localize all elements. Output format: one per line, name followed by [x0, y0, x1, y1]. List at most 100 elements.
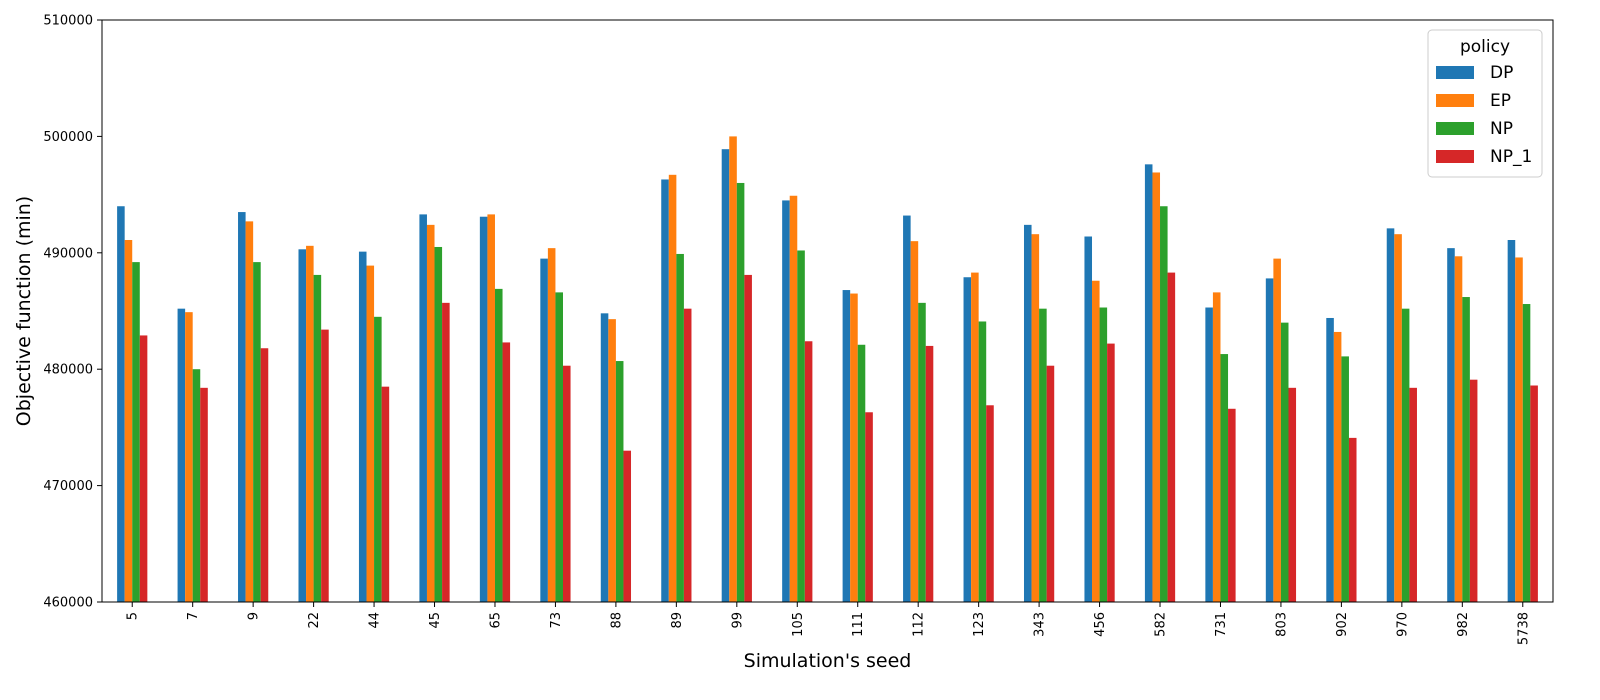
bar-np-112: [918, 302, 926, 602]
x-tick-label-5738: 5738: [1516, 612, 1531, 645]
bar-np-343: [1039, 308, 1047, 602]
bar-np-89: [676, 253, 684, 602]
plot-frame: [101, 19, 1554, 603]
x-tick-label-22: 22: [307, 612, 322, 629]
y-tick-label: 510000: [43, 14, 93, 29]
y-tick-label: 470000: [43, 479, 93, 494]
bar-np_1-5: [139, 335, 148, 602]
x-tick-label-582: 582: [1154, 612, 1169, 637]
bar-np-803: [1280, 322, 1289, 602]
bar-dp-22: [298, 249, 307, 602]
bar-np-73: [555, 292, 563, 602]
bar-ep-89: [668, 174, 677, 602]
bar-np_1-7: [200, 387, 208, 602]
bar-dp-73: [540, 258, 548, 602]
bar-ep-9: [245, 221, 254, 602]
bar-np_1-89: [683, 308, 692, 602]
x-tick-label-45: 45: [428, 612, 443, 629]
x-tick-label-123: 123: [972, 612, 987, 637]
x-tick-label-970: 970: [1395, 612, 1410, 637]
bar-dp-105: [782, 200, 790, 603]
bar-np_1-22: [321, 329, 329, 602]
bar-dp-89: [661, 179, 669, 602]
x-tick-label-731: 731: [1214, 612, 1229, 637]
bar-np-22: [313, 274, 322, 602]
bar-np-88: [615, 361, 624, 602]
bar-np-105: [797, 250, 805, 602]
bar-ep-902: [1333, 331, 1342, 602]
bar-np_1-343: [1046, 365, 1055, 602]
bar-np_1-731: [1228, 408, 1236, 602]
bar-ep-7: [185, 312, 193, 602]
y-axis-title: Objective function (min): [13, 196, 35, 426]
bar-np_1-9: [260, 348, 269, 602]
x-tick-label-111: 111: [851, 612, 866, 637]
bar-np-731: [1220, 354, 1229, 602]
bar-np_1-105: [804, 341, 813, 602]
legend-label-np: NP: [1490, 119, 1513, 139]
legend-swatch-ep: [1436, 94, 1474, 107]
bar-np_1-803: [1288, 387, 1297, 602]
bar-dp-343: [1023, 224, 1032, 603]
bar-ep-99: [729, 136, 737, 602]
x-tick-label-9: 9: [247, 612, 262, 620]
bar-ep-45: [426, 224, 435, 603]
x-tick-label-112: 112: [912, 612, 927, 637]
legend-label-ep: EP: [1490, 91, 1511, 111]
legend-swatch-np_1: [1436, 150, 1474, 163]
x-tick-label-89: 89: [670, 612, 685, 629]
bar-np-5738: [1522, 304, 1531, 602]
x-tick-label-88: 88: [609, 612, 624, 629]
bar-ep-105: [789, 195, 798, 602]
bar-ep-982: [1454, 256, 1463, 602]
bar-np-456: [1099, 307, 1108, 602]
x-tick-label-343: 343: [1033, 612, 1048, 637]
bar-ep-456: [1092, 280, 1100, 602]
bar-np-45: [434, 246, 443, 603]
bar-dp-982: [1447, 248, 1455, 602]
bar-ep-73: [547, 248, 556, 602]
bar-dp-902: [1326, 317, 1334, 602]
bar-ep-731: [1212, 292, 1221, 602]
bar-np_1-970: [1409, 387, 1417, 602]
bar-np_1-88: [623, 450, 632, 602]
bar-np-65: [494, 288, 503, 602]
x-axis: 5 7 9 22 44 45 65 73 88 89 99 105 111 112 123 343 456 582…: [126, 602, 1531, 645]
bar-np_1-123: [986, 405, 994, 602]
x-tick-label-902: 902: [1335, 612, 1350, 637]
bar-np_1-456: [1107, 343, 1115, 602]
bar-dp-582: [1144, 164, 1153, 602]
bar-dp-123: [963, 277, 972, 602]
bar-np_1-112: [925, 345, 934, 602]
x-tick-label-5: 5: [126, 612, 141, 620]
y-tick-label: 500000: [43, 130, 93, 145]
bar-dp-456: [1084, 236, 1093, 602]
bar-np-582: [1160, 206, 1168, 603]
bar-np_1-902: [1348, 437, 1357, 602]
bar-np-982: [1462, 297, 1470, 602]
legend: policy DP EP NP NP_1: [1427, 29, 1543, 178]
y-tick-label: 460000: [43, 596, 93, 611]
bar-np-123: [978, 321, 987, 602]
legend-swatch-np: [1436, 122, 1474, 135]
bar-np_1-73: [562, 365, 571, 602]
bar-dp-731: [1205, 307, 1213, 602]
x-axis-title: Simulation's seed: [744, 650, 912, 672]
bar-ep-582: [1152, 172, 1161, 603]
x-tick-label-65: 65: [488, 612, 503, 629]
bar-dp-7: [177, 308, 186, 602]
legend-title: policy: [1460, 37, 1510, 57]
bar-dp-99: [721, 149, 730, 602]
bar-dp-65: [479, 216, 488, 602]
bar-ep-5738: [1515, 257, 1523, 602]
bar-ep-343: [1031, 234, 1040, 602]
y-tick-label: 490000: [43, 246, 93, 261]
bar-np_1-44: [381, 386, 390, 602]
x-tick-label-7: 7: [186, 612, 201, 620]
x-tick-label-982: 982: [1456, 612, 1471, 637]
bar-dp-970: [1386, 228, 1395, 603]
bar-np_1-65: [502, 342, 511, 602]
bar-dp-111: [842, 290, 851, 602]
bar-np_1-111: [865, 412, 873, 602]
